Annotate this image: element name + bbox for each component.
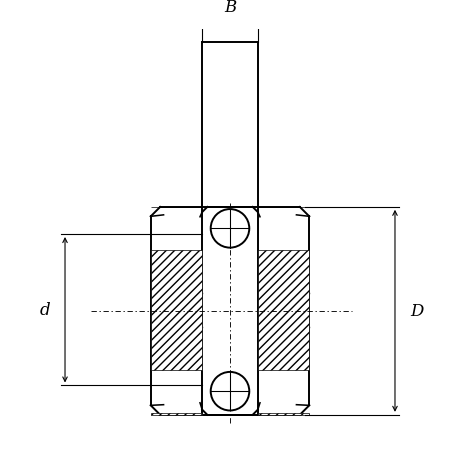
Text: D: D: [409, 302, 422, 319]
Text: B: B: [224, 0, 235, 16]
Polygon shape: [257, 413, 308, 415]
Polygon shape: [151, 250, 202, 370]
Polygon shape: [257, 250, 308, 370]
Text: d: d: [39, 302, 50, 319]
Polygon shape: [151, 413, 202, 415]
